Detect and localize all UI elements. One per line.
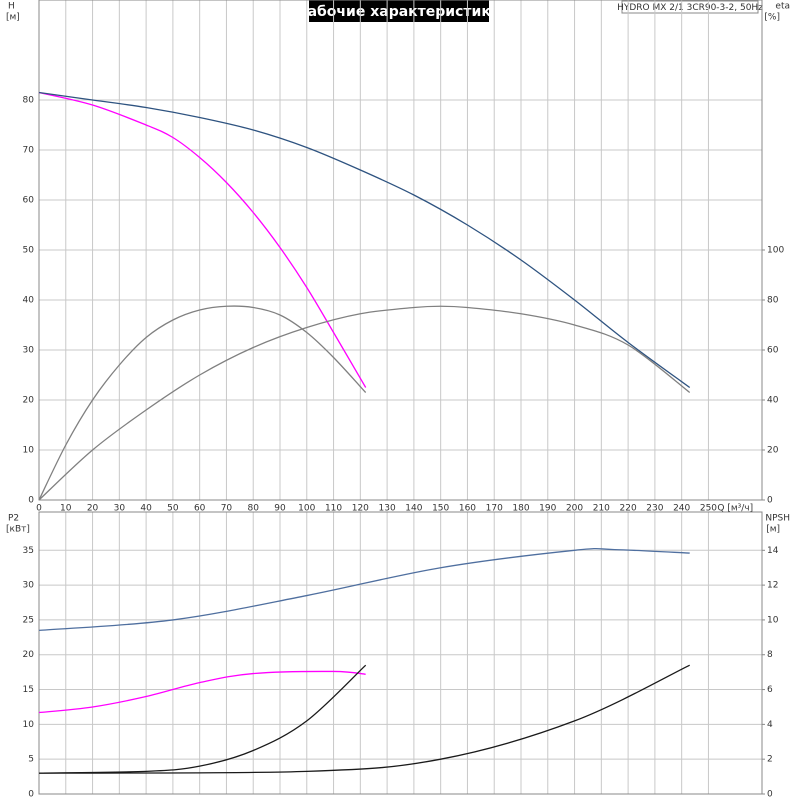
y2-tick-label: 60 — [767, 346, 779, 356]
x-tick-label: 160 — [459, 504, 476, 514]
x-tick-label: 140 — [405, 504, 422, 514]
x-tick-label: 50 — [167, 504, 179, 514]
x-tick-label: 190 — [539, 504, 556, 514]
x-tick-label: 170 — [486, 504, 503, 514]
x-tick-label: 180 — [512, 504, 529, 514]
x-tick-label: 240 — [673, 504, 690, 514]
curve — [38, 305, 691, 501]
y-tick-label: 30 — [23, 346, 35, 356]
y-tick-label: 5 — [28, 755, 34, 765]
y-tick-label: 30 — [23, 581, 35, 591]
x-tick-label: 20 — [87, 504, 99, 514]
y-tick-label: 25 — [23, 615, 34, 625]
y-tick-label: 35 — [23, 546, 34, 556]
x-tick-label: 210 — [593, 504, 610, 514]
x-tick-label: 150 — [432, 504, 449, 514]
x-tick-label: 130 — [379, 504, 396, 514]
y2-axis-label: NPSH — [765, 514, 790, 524]
y2-tick-label: 2 — [767, 755, 773, 765]
y-tick-label: 20 — [23, 396, 35, 406]
y2-axis-unit: [м] — [766, 525, 780, 535]
y-axis-unit: [кВт] — [6, 525, 30, 535]
y2-tick-label: 40 — [767, 396, 779, 406]
curve — [38, 305, 367, 501]
y-tick-label: 70 — [23, 146, 35, 156]
plot-frame — [38, 511, 763, 795]
y-tick-label: 15 — [23, 685, 34, 695]
x-tick-label: 250 — [700, 504, 717, 514]
y2-tick-label: 12 — [767, 581, 778, 591]
y-tick-label: 60 — [23, 196, 35, 206]
x-tick-label: 80 — [247, 504, 259, 514]
x-tick-label: 110 — [325, 504, 342, 514]
subtitle-box — [621, 0, 759, 14]
y-axis-label: P2 — [8, 514, 19, 524]
y2-tick-label: 100 — [767, 246, 784, 256]
x-tick-label: 230 — [646, 504, 663, 514]
x-tick-label: 220 — [620, 504, 637, 514]
y2-tick-label: 6 — [767, 685, 773, 695]
y-axis-unit: [м] — [6, 13, 20, 23]
y2-tick-label: 4 — [767, 720, 773, 730]
y-tick-label: 80 — [23, 96, 35, 106]
y-axis-label: H — [8, 2, 15, 12]
chart-subtitle: HYDRO MX 2/1 3CR90-3-2, 50Hz — [617, 3, 763, 13]
y-tick-label: 0 — [28, 496, 34, 506]
y-tick-label: 20 — [23, 650, 35, 660]
y2-axis-label: eta — [775, 2, 790, 12]
y2-tick-label: 0 — [767, 790, 773, 800]
y2-tick-label: 20 — [767, 446, 779, 456]
y2-tick-label: 10 — [767, 615, 779, 625]
y2-tick-label: 80 — [767, 296, 779, 306]
x-tick-label: 100 — [298, 504, 315, 514]
y2-tick-label: 8 — [767, 650, 773, 660]
x-tick-label: 10 — [60, 504, 72, 514]
y-tick-label: 10 — [23, 446, 35, 456]
x-axis-label: Q [м³/ч] — [717, 504, 753, 514]
y-tick-label: 0 — [28, 790, 34, 800]
y2-tick-label: 0 — [767, 496, 773, 506]
y2-axis-unit: [%] — [764, 13, 780, 23]
curve — [38, 670, 366, 714]
x-tick-label: 90 — [274, 504, 286, 514]
curve — [38, 547, 690, 632]
x-tick-label: 60 — [194, 504, 206, 514]
title-box — [309, 0, 489, 22]
curve — [38, 664, 690, 774]
y2-tick-label: 14 — [767, 546, 779, 556]
y-tick-label: 10 — [23, 720, 35, 730]
curve — [38, 91, 691, 389]
plot-frame — [38, 0, 763, 501]
curve — [38, 91, 367, 388]
y-tick-label: 50 — [23, 246, 35, 256]
curve — [38, 664, 367, 774]
x-tick-label: 120 — [352, 504, 369, 514]
x-tick-label: 0 — [36, 504, 42, 514]
x-tick-label: 40 — [140, 504, 152, 514]
y-tick-label: 40 — [23, 296, 35, 306]
chart-title: Рабочие характеристики — [297, 4, 500, 20]
x-tick-label: 30 — [114, 504, 126, 514]
x-tick-label: 200 — [566, 504, 583, 514]
x-tick-label: 70 — [221, 504, 233, 514]
